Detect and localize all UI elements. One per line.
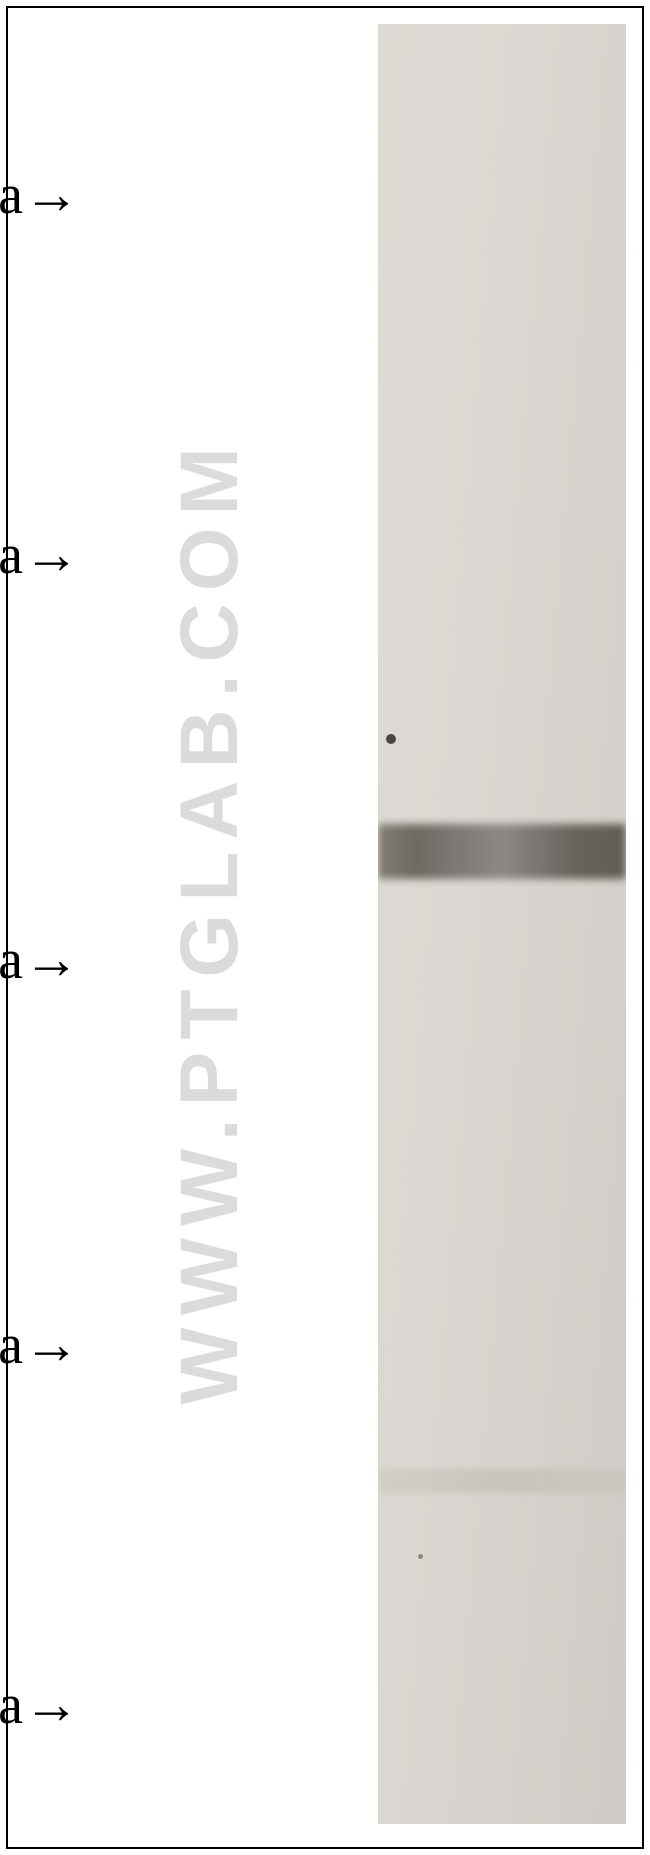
mw-label-area: 250 kDa→ 150 kDa→ 100 kDa→ 70 kDa→ 50 kD… (0, 0, 370, 1855)
blot-lane (378, 24, 626, 1824)
mw-label-70: 70 kDa→ (0, 1313, 80, 1377)
mw-label-100: 100 kDa→ (0, 928, 80, 992)
mw-label-250: 250 kDa→ (0, 163, 80, 227)
main-band (378, 824, 626, 879)
faint-band (378, 1469, 626, 1493)
speck-1 (386, 734, 396, 744)
speck-2 (418, 1554, 423, 1559)
mw-label-50: 50 kDa→ (0, 1673, 80, 1737)
mw-label-150: 150 kDa→ (0, 523, 80, 587)
blot-background (378, 24, 626, 1824)
